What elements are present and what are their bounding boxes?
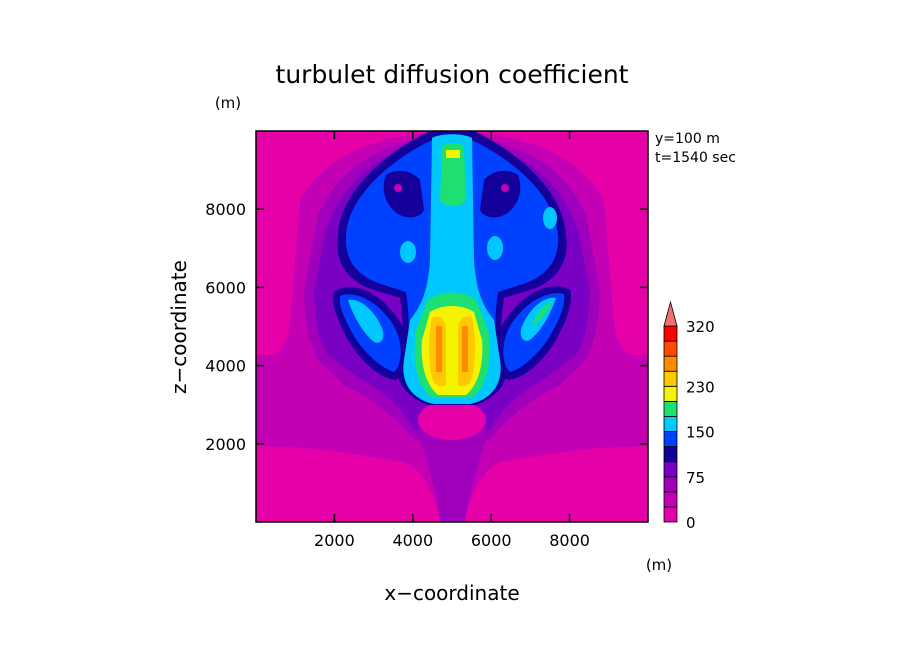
colorbar-band bbox=[663, 491, 678, 508]
colorbar-tick-label: 320 bbox=[686, 318, 715, 336]
colorbar-band bbox=[663, 325, 678, 342]
plot-frame bbox=[255, 130, 649, 523]
column-core-left bbox=[436, 326, 442, 372]
colorbar-tick-label: 0 bbox=[686, 514, 696, 532]
colorbar-extend-triangle bbox=[663, 300, 678, 327]
y-tick-label: 2000 bbox=[205, 435, 246, 454]
y-axis-label: z−coordinate bbox=[167, 260, 191, 394]
y-tick-label: 6000 bbox=[205, 278, 246, 297]
colorbar: 0 75 150 230 320 bbox=[663, 300, 715, 532]
x-axis-label: x−coordinate bbox=[384, 581, 519, 605]
colorbar-band bbox=[663, 370, 678, 387]
wing-right-green bbox=[532, 302, 552, 326]
cap-magenta-dot-left bbox=[394, 184, 402, 192]
colorbar-band bbox=[663, 476, 678, 493]
colorbar-band bbox=[663, 431, 678, 448]
y-tick-label: 8000 bbox=[205, 200, 246, 219]
cap-cyan-spot-left bbox=[400, 241, 416, 263]
cap-cyan-spot-center bbox=[487, 236, 503, 260]
column-base-nub bbox=[418, 400, 486, 440]
column-core-right bbox=[462, 326, 468, 372]
x-axis: 2000 4000 6000 8000 bbox=[314, 131, 590, 550]
cap-cyan-spot-right bbox=[543, 207, 557, 229]
y-axis: 2000 4000 6000 8000 bbox=[205, 200, 648, 454]
colorbar-band bbox=[663, 446, 678, 463]
wing-left-cyan bbox=[348, 299, 384, 343]
colorbar-tick-label: 230 bbox=[686, 378, 715, 396]
colorbar-band bbox=[663, 416, 678, 432]
plot-area bbox=[255, 130, 649, 523]
plume-stem bbox=[420, 440, 486, 522]
annotation-time: t=1540 sec bbox=[655, 150, 736, 166]
colorbar-tick-label: 150 bbox=[686, 424, 715, 442]
colorbar-band bbox=[663, 340, 678, 357]
cap-navy-spot-left bbox=[383, 170, 424, 218]
colorbar-band bbox=[663, 400, 678, 417]
y-unit-label: (m) bbox=[215, 94, 241, 112]
x-tick-label: 6000 bbox=[471, 531, 512, 550]
colorbar-band bbox=[663, 506, 678, 523]
colorbar-band bbox=[663, 355, 678, 372]
x-unit-label: (m) bbox=[646, 556, 672, 574]
column-green-top bbox=[440, 143, 466, 206]
x-tick-label: 2000 bbox=[314, 531, 355, 550]
y-tick-label: 4000 bbox=[205, 357, 246, 376]
colorbar-band bbox=[663, 385, 678, 402]
colorbar-tick-label: 75 bbox=[686, 469, 705, 487]
x-tick-label: 4000 bbox=[392, 531, 433, 550]
cap-magenta-dot-right bbox=[501, 184, 509, 192]
chart-title: turbulet diffusion coefficient bbox=[276, 60, 629, 89]
annotation-y-position: y=100 m bbox=[655, 131, 720, 147]
column-yellow-top bbox=[446, 150, 460, 158]
x-tick-label: 8000 bbox=[549, 531, 590, 550]
cap-navy-spot-right bbox=[480, 170, 521, 218]
colorbar-band bbox=[663, 461, 678, 478]
